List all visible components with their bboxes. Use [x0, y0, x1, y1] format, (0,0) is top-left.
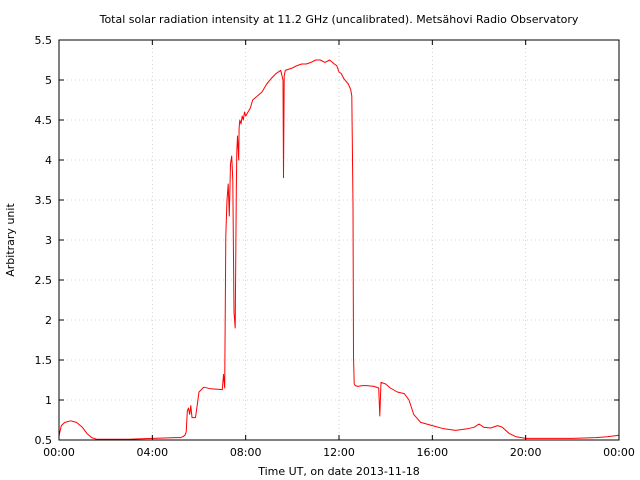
y-tick-label: 0.5: [35, 434, 53, 447]
y-tick-label: 4: [45, 154, 52, 167]
y-tick-label: 2.5: [35, 274, 53, 287]
x-tick-label: 08:00: [230, 446, 262, 459]
x-tick-label: 04:00: [136, 446, 168, 459]
y-tick-label: 5: [45, 74, 52, 87]
y-tick-label: 4.5: [35, 114, 53, 127]
y-tick-label: 1.5: [35, 354, 53, 367]
y-tick-label: 1: [45, 394, 52, 407]
x-tick-label: 12:00: [323, 446, 355, 459]
grid-lines: [59, 40, 619, 440]
series-line: [58, 59, 620, 440]
y-tick-label: 2: [45, 314, 52, 327]
x-tick-label: 00:00: [603, 446, 635, 459]
y-tick-label: 5.5: [35, 34, 53, 47]
y-tick-label: 3.5: [35, 194, 53, 207]
y-axis: 0.5 1 1.5 2 2.5 3 3.5 4 4.5 5 5.5: [35, 34, 619, 447]
x-tick-label: 20:00: [510, 446, 542, 459]
x-tick-label: 00:00: [43, 446, 75, 459]
x-axis-label: Time UT, on date 2013-11-18: [257, 465, 420, 478]
x-axis: 00:00 04:00 08:00 12:00 16:00 20:00 00:00: [43, 40, 635, 459]
y-tick-label: 3: [45, 234, 52, 247]
chart-title: Total solar radiation intensity at 11.2 …: [99, 13, 579, 26]
data-series: [58, 59, 620, 440]
y-axis-label: Arbitrary unit: [4, 203, 17, 277]
x-tick-label: 16:00: [416, 446, 448, 459]
